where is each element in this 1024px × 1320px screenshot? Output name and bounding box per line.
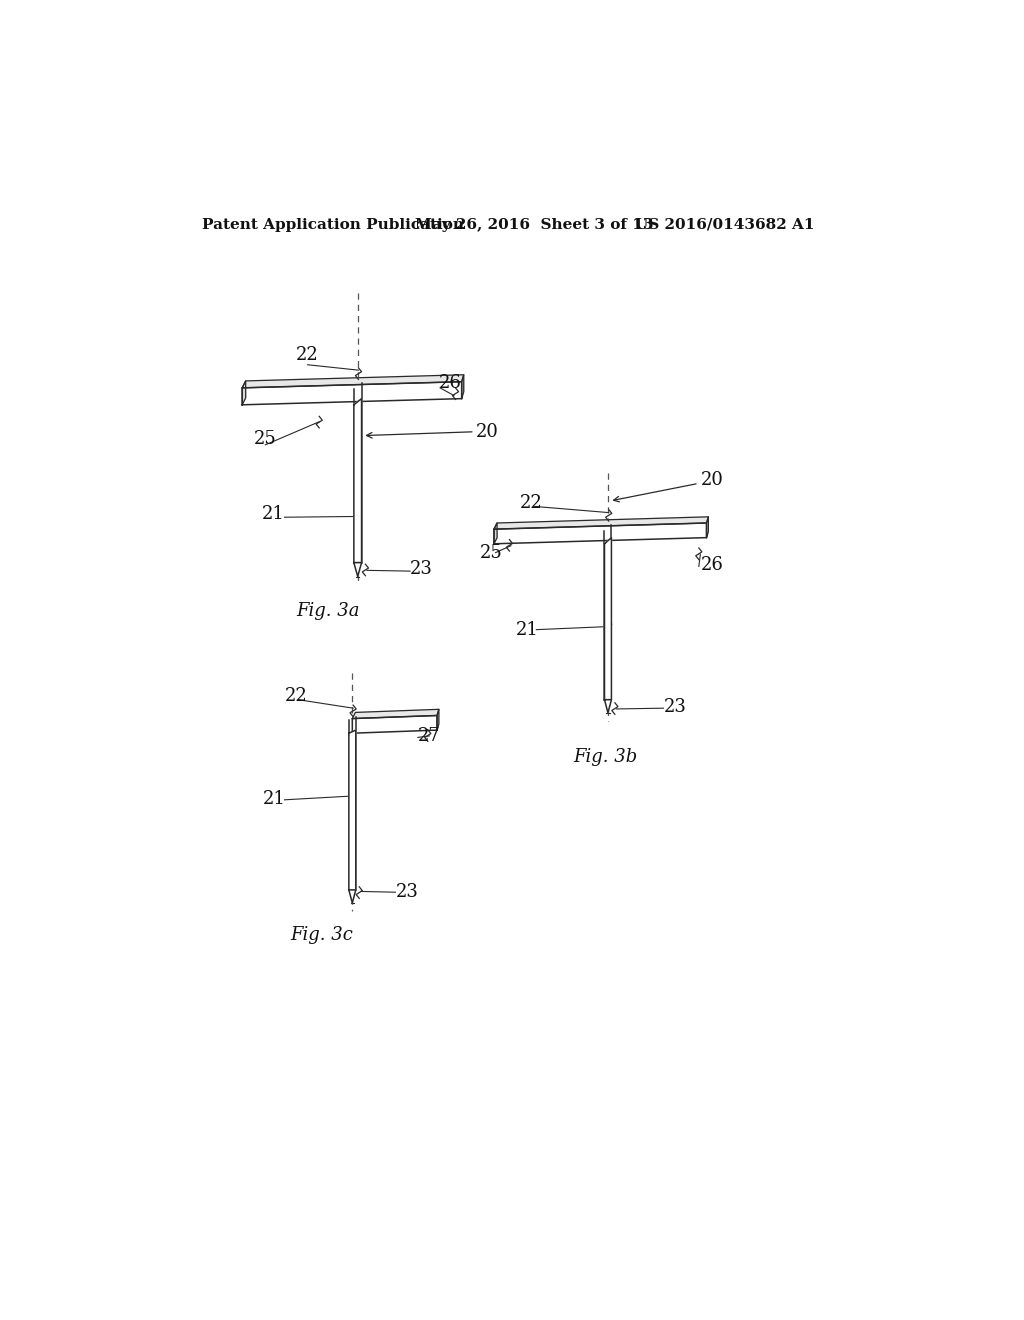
Text: Fig. 3a: Fig. 3a xyxy=(296,602,359,620)
Text: 25: 25 xyxy=(479,544,503,562)
Text: 26: 26 xyxy=(700,556,723,574)
Polygon shape xyxy=(349,730,355,890)
Polygon shape xyxy=(354,399,361,562)
Polygon shape xyxy=(354,562,361,577)
Polygon shape xyxy=(243,381,246,405)
Polygon shape xyxy=(352,715,437,733)
Polygon shape xyxy=(604,537,611,700)
Text: 26: 26 xyxy=(438,375,462,392)
Text: May 26, 2016  Sheet 3 of 13: May 26, 2016 Sheet 3 of 13 xyxy=(416,218,654,231)
Polygon shape xyxy=(352,709,439,718)
Text: Fig. 3c: Fig. 3c xyxy=(290,925,353,944)
Text: 21: 21 xyxy=(516,620,539,639)
Text: 20: 20 xyxy=(475,422,499,441)
Polygon shape xyxy=(494,523,497,544)
Text: 27: 27 xyxy=(418,727,440,744)
Text: 22: 22 xyxy=(519,494,543,512)
Polygon shape xyxy=(707,517,709,537)
Text: US 2016/0143682 A1: US 2016/0143682 A1 xyxy=(635,218,814,231)
Polygon shape xyxy=(604,700,611,713)
Text: Patent Application Publication: Patent Application Publication xyxy=(202,218,464,231)
Text: 21: 21 xyxy=(263,791,286,808)
Text: 22: 22 xyxy=(296,346,319,364)
Polygon shape xyxy=(462,375,464,399)
Text: 20: 20 xyxy=(700,471,723,490)
Text: Fig. 3b: Fig. 3b xyxy=(573,748,638,767)
Polygon shape xyxy=(243,381,462,405)
Text: 23: 23 xyxy=(410,560,433,578)
Text: 21: 21 xyxy=(261,506,285,523)
Text: 22: 22 xyxy=(285,686,307,705)
Polygon shape xyxy=(437,709,439,730)
Text: 23: 23 xyxy=(396,883,419,902)
Polygon shape xyxy=(243,375,464,388)
Text: 25: 25 xyxy=(254,430,276,449)
Polygon shape xyxy=(494,517,709,529)
Polygon shape xyxy=(494,523,707,544)
Polygon shape xyxy=(349,890,355,903)
Text: 23: 23 xyxy=(665,698,687,715)
